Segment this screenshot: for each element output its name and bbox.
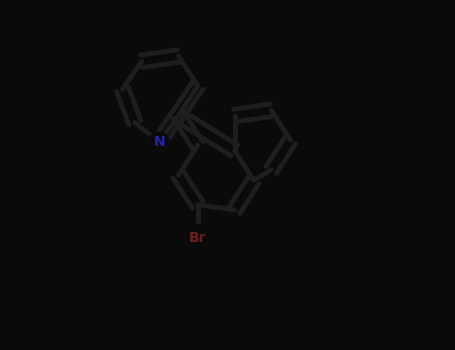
Circle shape — [149, 132, 169, 152]
Text: N: N — [153, 135, 165, 149]
Circle shape — [184, 225, 211, 251]
Text: Br: Br — [189, 231, 207, 245]
